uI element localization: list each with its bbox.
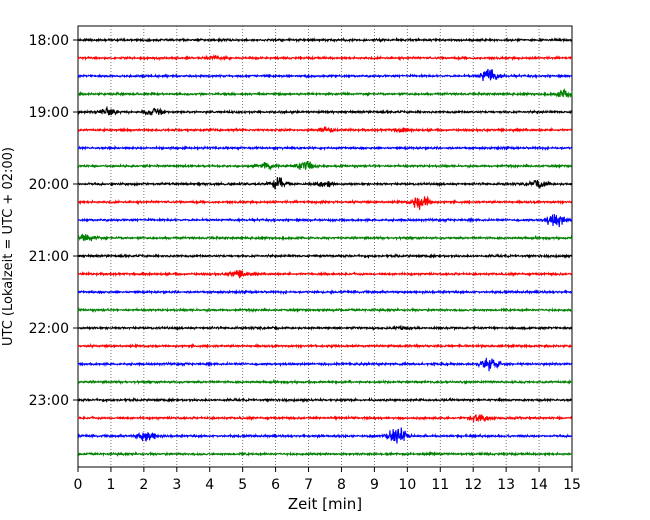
y-tick-label: 18:00 bbox=[29, 33, 69, 49]
x-tick-label: 8 bbox=[337, 477, 346, 493]
x-tick-label: 10 bbox=[398, 477, 416, 493]
trace-2230 bbox=[77, 357, 573, 372]
x-tick-label: 11 bbox=[431, 477, 449, 493]
trace-2115 bbox=[77, 270, 573, 279]
trace-2130 bbox=[77, 288, 573, 296]
x-tick-label: 13 bbox=[497, 477, 515, 493]
trace-1900 bbox=[77, 105, 573, 117]
trace-2245 bbox=[77, 378, 573, 386]
y-axis-label: UTC (Lokalzeit = UTC + 02:00) bbox=[1, 147, 16, 346]
trace-2345 bbox=[77, 450, 573, 458]
x-tick-label: 4 bbox=[205, 477, 214, 493]
x-tick-label: 3 bbox=[172, 477, 181, 493]
trace-2030 bbox=[77, 213, 573, 228]
trace-1915 bbox=[77, 126, 573, 134]
trace-2000 bbox=[77, 176, 573, 190]
x-tick-label: 6 bbox=[271, 477, 280, 493]
y-tick-label: 21:00 bbox=[29, 249, 69, 265]
trace-2315 bbox=[77, 414, 573, 423]
x-tick-label: 0 bbox=[74, 477, 83, 493]
trace-1815 bbox=[77, 53, 573, 62]
y-tick-label: 19:00 bbox=[29, 105, 69, 121]
trace-2330 bbox=[77, 427, 573, 444]
trace-2300 bbox=[77, 396, 573, 404]
x-tick-label: 5 bbox=[238, 477, 247, 493]
trace-1845 bbox=[77, 87, 573, 99]
trace-2045 bbox=[77, 233, 573, 242]
trace-1800 bbox=[77, 36, 573, 44]
x-tick-label: 9 bbox=[370, 477, 379, 493]
y-tick-label: 20:00 bbox=[29, 177, 69, 193]
y-axis: 18:00 19:00 20:00 21:00 22:00 23:00 bbox=[29, 33, 78, 409]
x-axis-label: Zeit [min] bbox=[288, 495, 362, 513]
trace-2200 bbox=[77, 324, 573, 332]
y-tick-label: 23:00 bbox=[29, 393, 69, 409]
trace-layer bbox=[77, 36, 573, 458]
trace-1830 bbox=[77, 68, 573, 82]
trace-2215 bbox=[77, 342, 573, 350]
y-tick-label: 22:00 bbox=[29, 321, 69, 337]
trace-1930 bbox=[77, 144, 573, 152]
x-axis: 0 1 2 3 4 5 6 7 8 9 10 11 12 13 14 15 bbox=[74, 467, 581, 493]
trace-2015 bbox=[77, 195, 573, 210]
plot-frame bbox=[77, 25, 573, 468]
trace-2100 bbox=[77, 252, 573, 259]
x-tick-label: 1 bbox=[106, 477, 115, 493]
x-tick-label: 2 bbox=[139, 477, 148, 493]
x-tick-label: 12 bbox=[464, 477, 482, 493]
x-tick-label: 14 bbox=[530, 477, 548, 493]
x-tick-label: 15 bbox=[563, 477, 581, 493]
trace-2145 bbox=[77, 306, 573, 314]
trace-1945 bbox=[77, 160, 573, 171]
x-tick-label: 7 bbox=[304, 477, 313, 493]
